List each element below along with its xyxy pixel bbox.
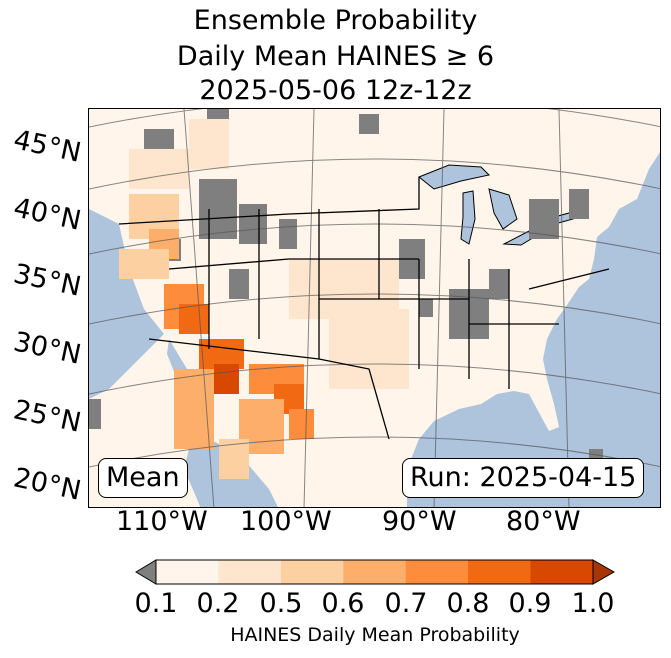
- colorbar-segment: [405, 560, 469, 584]
- lat-label-40: 40°N: [10, 192, 84, 237]
- lat-label-25: 25°N: [10, 394, 84, 439]
- lat-label-35: 35°N: [10, 258, 84, 303]
- colorbar: [135, 559, 616, 585]
- cb-tick-1: 0.2: [196, 588, 240, 619]
- colorbar-outline: [155, 559, 594, 585]
- map-canvas: [89, 109, 660, 507]
- run-date-label: Run: 2025-04-15: [402, 458, 645, 498]
- lake-michigan: [460, 190, 476, 245]
- probability-patches: [119, 119, 409, 479]
- cb-tick-2: 0.5: [259, 588, 303, 619]
- cb-tick-3: 0.6: [321, 588, 365, 619]
- cb-tick-0: 0.1: [134, 588, 178, 619]
- colorbar-under-arrow: [135, 559, 157, 585]
- colorbar-segment: [218, 560, 282, 584]
- colorbar-over-arrow: [592, 559, 616, 585]
- title-line-2: Daily Mean HAINES ≥ 6: [176, 41, 495, 72]
- colorbar-segment: [468, 560, 532, 584]
- political-borders: [118, 177, 610, 440]
- colorbar-label: HAINES Daily Mean Probability: [230, 624, 520, 646]
- lon-label-110: 110°W: [116, 506, 208, 537]
- pacific-coast: [89, 209, 164, 399]
- colorbar-segment: [280, 560, 344, 584]
- colorbar-segments: [156, 560, 594, 584]
- cb-tick-7: 1.0: [571, 588, 615, 619]
- lon-label-100: 100°W: [240, 506, 332, 537]
- title-line-3: 2025-05-06 12z-12z: [199, 75, 472, 106]
- graticule: [89, 109, 660, 507]
- cb-tick-5: 0.8: [446, 588, 490, 619]
- lon-label-80: 80°W: [506, 506, 581, 537]
- colorbar-segment: [156, 560, 219, 584]
- colorbar-segment: [343, 560, 407, 584]
- map-panel: [88, 108, 661, 508]
- lat-label-30: 30°N: [10, 326, 84, 371]
- lat-label-20: 20°N: [10, 462, 84, 507]
- cb-tick-6: 0.9: [508, 588, 552, 619]
- colorbar-segment: [530, 560, 594, 584]
- cb-tick-4: 0.7: [384, 588, 428, 619]
- lake-huron: [488, 188, 518, 230]
- lake-superior: [418, 164, 491, 190]
- lat-label-45: 45°N: [10, 124, 84, 169]
- title-line-1: Ensemble Probability: [193, 5, 478, 36]
- mean-label: Mean: [98, 458, 188, 498]
- lon-label-90: 90°W: [382, 506, 457, 537]
